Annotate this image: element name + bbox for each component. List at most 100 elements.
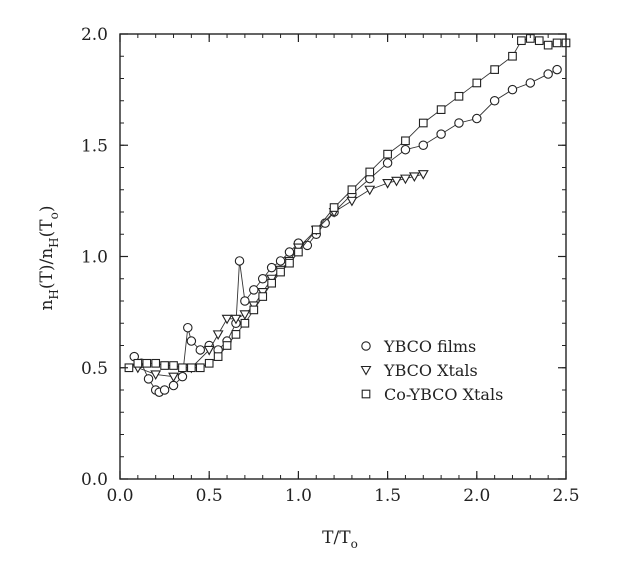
data-point [159,385,170,395]
data-point [418,118,428,128]
data-point [490,65,499,74]
data-point [240,296,250,306]
data-point [231,330,241,339]
y-tick-label: 0.0 [81,470,108,490]
legend: YBCO films YBCO Xtals Co-YBCO Xtals [360,337,503,404]
data-point [213,352,223,361]
series-square [124,34,571,373]
data-point [302,240,313,251]
data-point [240,318,250,328]
data-point [364,185,376,196]
y-axis-title: nH(T)/nH(To) [37,205,61,310]
data-point [183,322,193,333]
data-point [552,64,562,75]
x-tick-label: 2.0 [463,486,490,506]
data-point [543,69,553,79]
data-point [408,172,420,183]
data-point [391,176,402,187]
data-point [346,196,358,207]
data-point [169,361,178,370]
data-point [187,363,196,373]
data-point [472,113,482,124]
data-point [239,310,251,320]
data-point [249,285,259,295]
data-point [454,118,464,128]
labels-layer: 0.0 0.5 1.0 1.5 2.0 2.5 0.0 0.5 1.0 1.5 2.0 [81,25,580,506]
data-point [178,363,187,373]
data-point [143,374,154,384]
y-tick-label: 1.0 [81,248,108,268]
data-point [436,105,446,114]
data-point [221,314,233,325]
x-tick-label: 2.5 [552,486,579,506]
data-point [347,185,357,195]
data-point [275,256,286,266]
data-point [168,380,179,391]
data-point [150,370,162,381]
data-point [401,136,410,146]
data-point [258,292,268,301]
data-point [204,358,214,368]
x-tick-label: 1.5 [374,486,401,506]
x-axis-title: T/To [322,528,358,551]
data-point [543,40,553,50]
legend-label: Co-YBCO Xtals [384,385,503,404]
data-point [382,179,394,189]
ticks-layer [119,33,567,480]
data-point [320,218,330,228]
data-point [212,330,224,340]
legend-label: YBCO films [383,337,476,356]
data-point [276,267,285,277]
data-point [203,345,215,356]
data-point [517,36,526,46]
data-point [294,247,303,257]
data-point [399,174,411,185]
data-point [284,247,295,257]
data-point [311,225,321,235]
x-tick-label: 0.5 [196,486,223,506]
series-line [133,69,558,393]
data-point [266,262,277,273]
data-point [151,358,161,368]
data-point [552,38,562,48]
data-point [142,358,152,368]
data-point [329,203,339,212]
x-tick-label: 1.0 [285,486,312,506]
data-point [160,361,169,370]
data-point [195,363,205,373]
data-point [508,51,517,61]
y-tick-label: 0.5 [81,359,108,379]
data-point [382,158,393,168]
data-point [454,91,464,101]
data-point [417,170,429,180]
data-point [436,129,446,139]
data-point [507,84,518,95]
x-tick-label: 0.0 [106,486,133,506]
series-line [128,37,566,369]
data-point [365,167,375,177]
legend-marker [361,341,371,351]
data-point [249,305,259,315]
series-circle [129,64,562,397]
data-point [195,345,206,355]
data-point [133,358,143,368]
data-point [267,278,276,288]
data-point [222,341,232,350]
legend-marker [360,365,372,376]
data-point [525,78,536,88]
data-point [489,96,500,106]
y-tick-label: 1.5 [81,136,108,156]
data-point [418,140,429,151]
legend-label: YBCO Xtals [383,361,478,380]
data-point [285,258,294,268]
y-tick-label: 2.0 [81,25,108,45]
data-point [383,149,392,159]
data-point [230,314,242,325]
data-point [186,336,197,346]
data-point [472,78,482,88]
legend-marker [361,389,371,399]
data-point [168,372,179,383]
data-point [534,36,544,46]
data-point [234,256,245,266]
